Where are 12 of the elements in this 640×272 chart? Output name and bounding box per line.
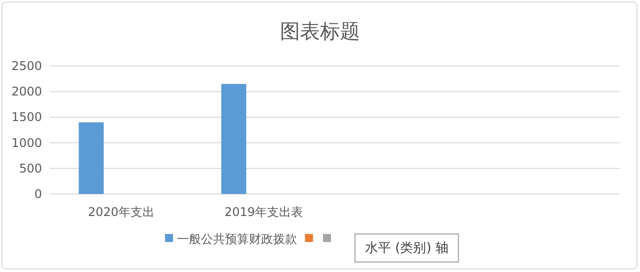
x-tick-label: 2019年支出表 <box>224 205 304 219</box>
y-tick-label: 1000 <box>11 136 42 150</box>
y-tick-label: 0 <box>34 187 42 201</box>
legend-label: 一般公共预算财政拨款 <box>177 232 297 246</box>
legend: 一般公共预算财政拨款 <box>165 232 331 246</box>
y-tick-label: 500 <box>19 161 42 176</box>
tooltip: 水平 (类别) 轴 <box>354 234 459 262</box>
y-tick-label: 2500 <box>11 59 42 73</box>
y-tick-label: 1500 <box>11 110 42 124</box>
chart-title: 图表标题 <box>280 19 360 43</box>
x-tick-label: 2020年支出 <box>88 205 155 219</box>
y-tick-label: 2000 <box>11 84 42 99</box>
